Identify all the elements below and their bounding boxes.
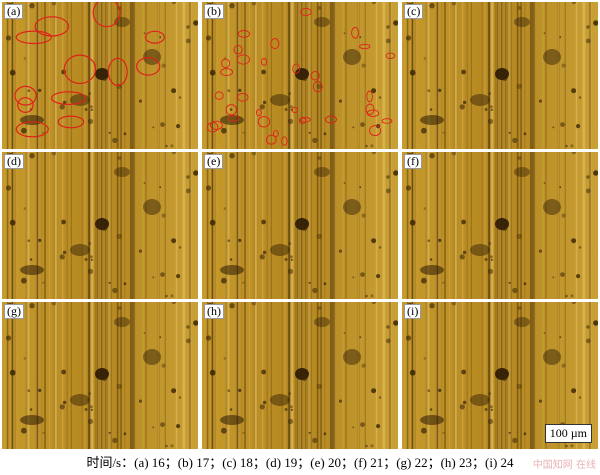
micrograph-panel: (f) xyxy=(402,152,598,299)
scale-bar: 100 µm xyxy=(544,424,592,443)
panel-label: (g) xyxy=(4,304,24,319)
micrograph-grid: (a) (b) (c) (d) (e) (f) (g) (h) (i) 100 µm xyxy=(2,2,598,449)
micrograph-panel: (c) xyxy=(402,2,598,149)
micrograph-image xyxy=(402,152,598,299)
figure-caption: 时间/s：(a) 16；(b) 17；(c) 18；(d) 19；(e) 20；… xyxy=(86,455,514,470)
micrograph-panel: (h) xyxy=(202,302,398,449)
micrograph-panel: (g) xyxy=(2,302,198,449)
panel-label: (h) xyxy=(204,304,224,319)
micrograph-panel: (i) 100 µm xyxy=(402,302,598,449)
panel-label: (c) xyxy=(404,4,424,19)
panel-label: (b) xyxy=(204,4,224,19)
panel-label: (e) xyxy=(204,154,224,169)
watermark: 中国知网 在线 xyxy=(532,460,596,471)
micrograph-panel: (a) xyxy=(2,2,198,149)
panel-label: (f) xyxy=(404,154,422,169)
micrograph-image xyxy=(2,152,198,299)
micrograph-panel: (e) xyxy=(202,152,398,299)
panel-label: (a) xyxy=(4,4,24,19)
micrograph-image xyxy=(402,2,598,149)
micrograph-image xyxy=(2,2,198,149)
micrograph-panel: (b) xyxy=(202,2,398,149)
micrograph-image xyxy=(202,302,398,449)
panel-label: (i) xyxy=(404,304,422,319)
micrograph-image xyxy=(202,2,398,149)
micrograph-image xyxy=(2,302,198,449)
micrograph-image xyxy=(202,152,398,299)
micrograph-panel: (d) xyxy=(2,152,198,299)
panel-label: (d) xyxy=(4,154,24,169)
